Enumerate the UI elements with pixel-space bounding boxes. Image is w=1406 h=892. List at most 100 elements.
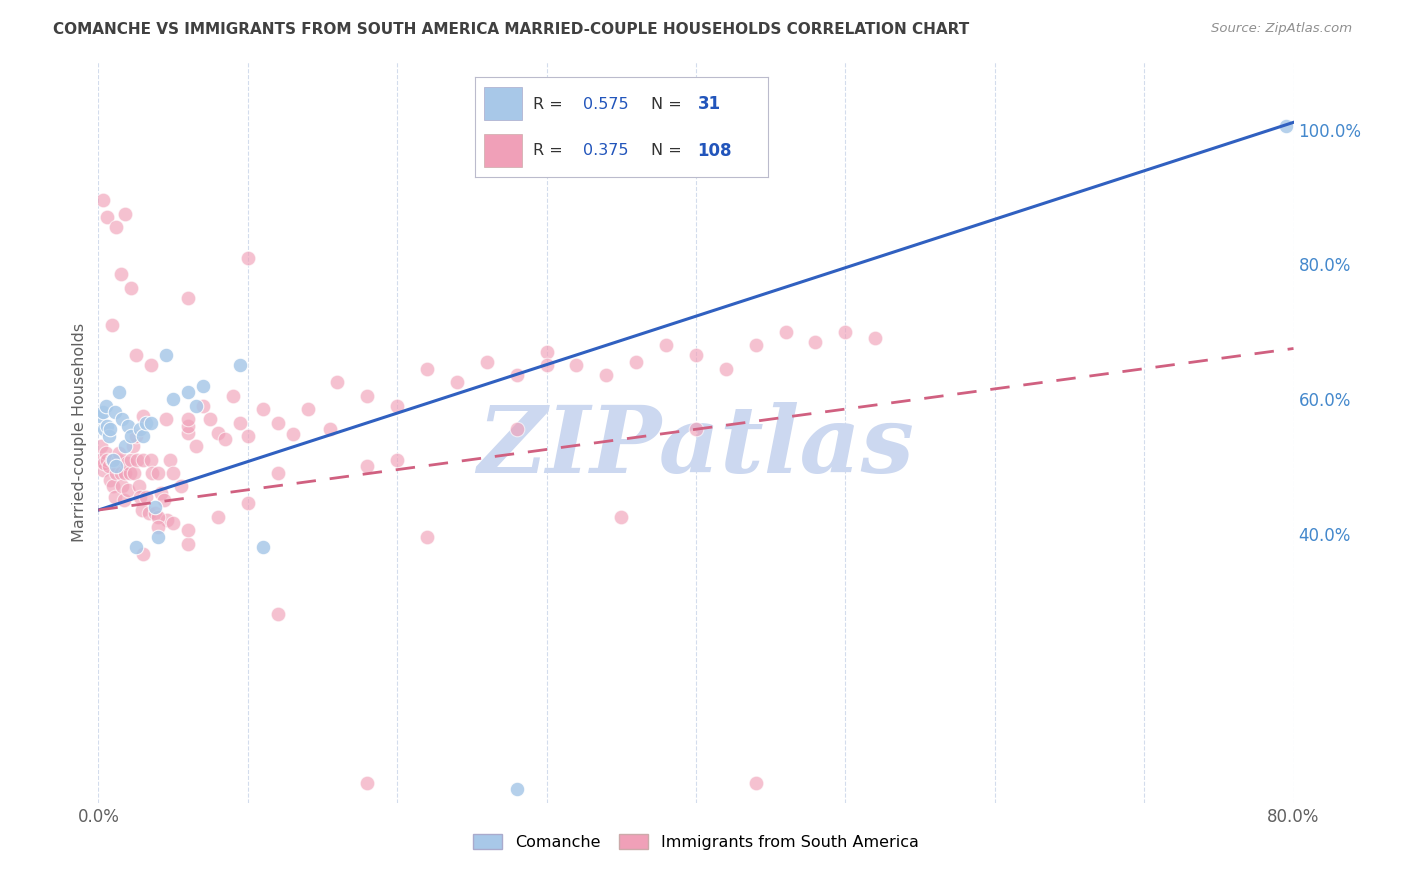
Point	[103, 479, 125, 493]
Point	[111, 412, 134, 426]
Point	[191, 399, 214, 413]
Point	[141, 466, 163, 480]
Text: Source: ZipAtlas.com: Source: ZipAtlas.com	[1212, 22, 1353, 36]
Point	[112, 492, 135, 507]
Point	[177, 523, 200, 537]
Point	[89, 452, 111, 467]
Point	[685, 348, 707, 362]
Point	[475, 355, 498, 369]
Point	[103, 452, 125, 467]
Point	[222, 389, 245, 403]
Point	[148, 530, 170, 544]
Point	[385, 399, 409, 413]
Point	[775, 325, 797, 339]
Point	[229, 359, 252, 373]
Point	[595, 368, 617, 383]
Point	[104, 405, 127, 419]
Point	[89, 409, 111, 423]
Point	[111, 479, 134, 493]
Point	[125, 429, 148, 443]
Point	[1275, 120, 1298, 134]
Point	[138, 507, 160, 521]
Point	[385, 452, 409, 467]
Point	[416, 530, 439, 544]
Point	[865, 331, 887, 345]
Point	[101, 452, 124, 467]
Point	[162, 466, 184, 480]
Point	[143, 507, 166, 521]
Point	[745, 775, 768, 789]
Point	[169, 479, 191, 493]
Y-axis label: Married-couple Households: Married-couple Households	[72, 323, 87, 542]
Point	[191, 378, 214, 392]
Point	[236, 429, 259, 443]
Point	[200, 412, 222, 426]
Point	[139, 416, 162, 430]
Point	[267, 466, 290, 480]
Point	[610, 509, 633, 524]
Point	[135, 490, 157, 504]
Point	[108, 385, 131, 400]
Point	[536, 344, 558, 359]
Legend: Comanche, Immigrants from South America: Comanche, Immigrants from South America	[465, 826, 927, 858]
Point	[120, 429, 142, 443]
Point	[115, 456, 138, 470]
Point	[319, 422, 342, 436]
Point	[129, 422, 152, 436]
Point	[229, 416, 252, 430]
Point	[132, 452, 155, 467]
Point	[356, 775, 378, 789]
Point	[356, 459, 378, 474]
Point	[91, 462, 114, 476]
Point	[125, 540, 148, 554]
Point	[120, 452, 142, 467]
Point	[159, 452, 181, 467]
Point	[177, 425, 200, 440]
Point	[96, 452, 118, 467]
Point	[110, 466, 132, 480]
Point	[94, 446, 117, 460]
Point	[626, 355, 648, 369]
Point	[207, 509, 229, 524]
Point	[252, 402, 274, 417]
Point	[143, 500, 166, 514]
Point	[207, 425, 229, 440]
Point	[745, 338, 768, 352]
Point	[121, 439, 143, 453]
Point	[96, 418, 118, 433]
Point	[536, 359, 558, 373]
Point	[93, 422, 115, 436]
Point	[714, 361, 737, 376]
Point	[139, 359, 162, 373]
Point	[131, 503, 153, 517]
Point	[356, 389, 378, 403]
Point	[129, 490, 152, 504]
Point	[91, 194, 114, 208]
Text: COMANCHE VS IMMIGRANTS FROM SOUTH AMERICA MARRIED-COUPLE HOUSEHOLDS CORRELATION : COMANCHE VS IMMIGRANTS FROM SOUTH AMERIC…	[53, 22, 970, 37]
Point	[506, 782, 529, 797]
Point	[267, 607, 290, 622]
Point	[177, 418, 200, 433]
Point	[236, 251, 259, 265]
Point	[177, 536, 200, 550]
Point	[105, 220, 128, 235]
Point	[132, 547, 155, 561]
Point	[118, 466, 141, 480]
Point	[214, 433, 236, 447]
Point	[177, 291, 200, 305]
Point	[685, 422, 707, 436]
Point	[236, 496, 259, 510]
Point	[97, 429, 120, 443]
Point	[117, 418, 139, 433]
Point	[177, 385, 200, 400]
Point	[267, 416, 290, 430]
Point	[148, 509, 170, 524]
Point	[565, 359, 588, 373]
Point	[184, 399, 207, 413]
Point	[153, 492, 176, 507]
Point	[148, 520, 170, 534]
Point	[162, 392, 184, 406]
Point	[117, 483, 139, 497]
Point	[127, 452, 149, 467]
Point	[132, 429, 155, 443]
